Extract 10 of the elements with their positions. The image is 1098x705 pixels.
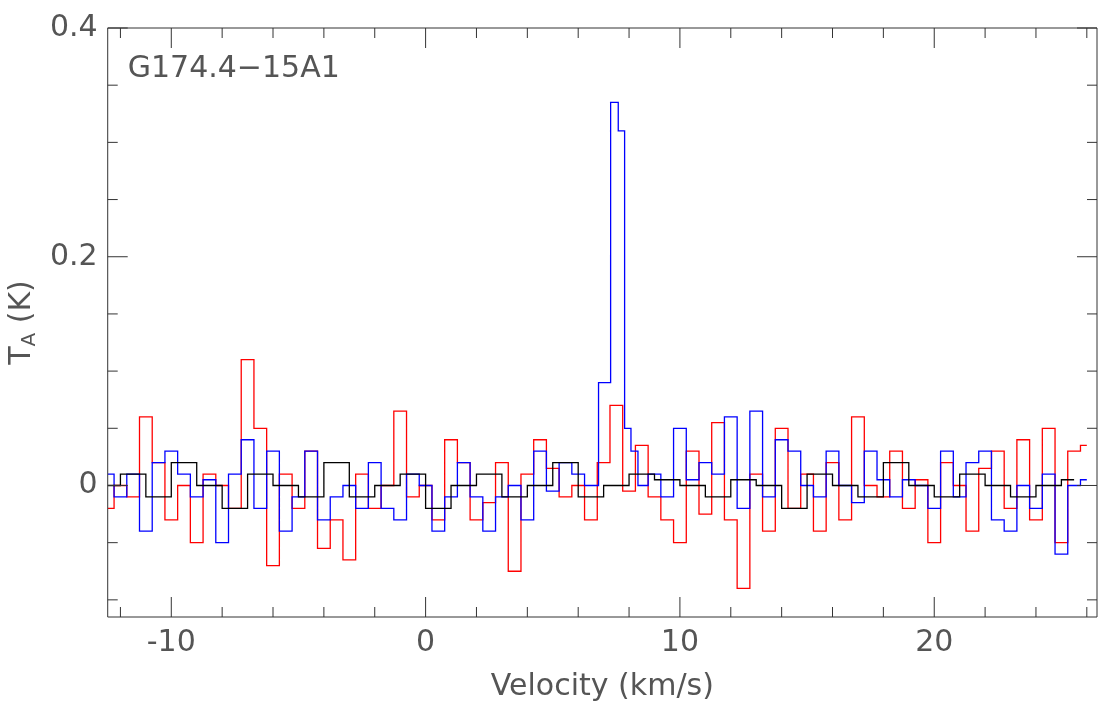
y-tick-label: 0 [78, 465, 98, 501]
annotation: G174.4−15A1 [127, 48, 340, 84]
x-tick-label: -10 [146, 622, 196, 658]
y-tick-label: 0.4 [49, 7, 98, 43]
y-axis-title: TA (K) [1, 280, 41, 366]
x-tick-label: 20 [915, 622, 954, 658]
y-tick-label: 0.2 [49, 236, 98, 272]
x-axis-title: Velocity (km/s) [490, 666, 714, 702]
x-tick-label: 10 [660, 622, 700, 658]
x-tick-label: 0 [416, 622, 436, 658]
